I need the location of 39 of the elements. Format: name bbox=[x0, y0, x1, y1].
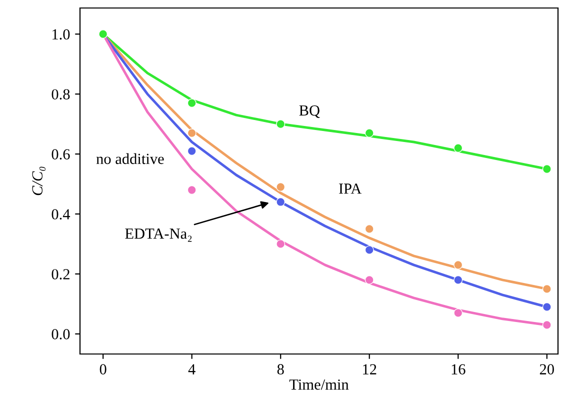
x-tick-label: 12 bbox=[363, 364, 376, 374]
x-tick-label: 4 bbox=[188, 364, 196, 374]
y-tick-label: 1.0 bbox=[52, 29, 70, 40]
annotation: EDTA-Na₂ bbox=[125, 228, 192, 242]
annotation: BQ bbox=[299, 105, 320, 118]
point bbox=[276, 239, 286, 248]
point bbox=[364, 275, 374, 284]
point bbox=[364, 224, 374, 234]
x-tick-label: 0 bbox=[100, 364, 106, 374]
point bbox=[364, 245, 374, 254]
point bbox=[276, 197, 286, 207]
point bbox=[454, 260, 463, 270]
point bbox=[542, 302, 552, 312]
annotation: IPA bbox=[339, 184, 362, 194]
x-tick-label: 20 bbox=[540, 364, 554, 374]
y-tick-label: 0.8 bbox=[52, 89, 70, 100]
point bbox=[187, 98, 196, 108]
point bbox=[187, 146, 196, 156]
y-tick-label: 0.0 bbox=[52, 329, 70, 340]
point bbox=[187, 185, 196, 195]
y-tick-label: 0.6 bbox=[52, 149, 70, 160]
point bbox=[276, 182, 286, 192]
point bbox=[542, 320, 552, 330]
point bbox=[364, 128, 374, 138]
y-tick-label: 0.4 bbox=[52, 209, 70, 220]
point bbox=[454, 308, 463, 318]
annotation: no additive bbox=[96, 153, 164, 164]
point bbox=[454, 275, 463, 284]
x-tick-label: 8 bbox=[277, 364, 284, 374]
point bbox=[542, 164, 552, 174]
x-tick-label: 16 bbox=[452, 364, 466, 374]
point bbox=[98, 30, 108, 39]
point bbox=[454, 144, 463, 153]
point bbox=[276, 120, 286, 129]
point bbox=[187, 128, 196, 138]
x-axis-title: Time/min bbox=[289, 379, 349, 390]
y-axis-title: C/C₀ bbox=[32, 166, 46, 196]
y-tick-label: 0.2 bbox=[52, 269, 70, 280]
point bbox=[542, 284, 552, 294]
